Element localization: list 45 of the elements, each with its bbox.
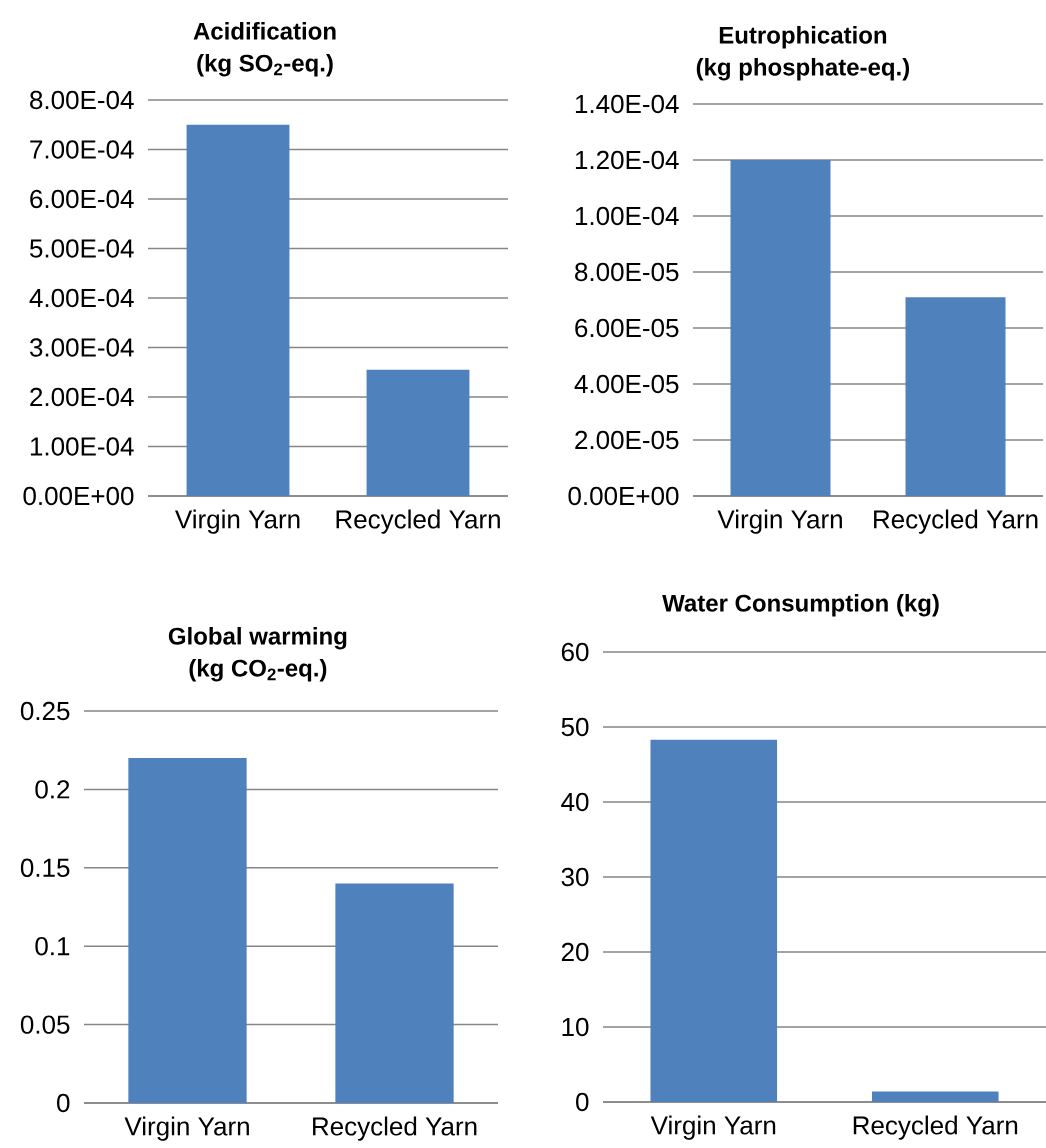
chart-subtitle: (kg SO$_{2}$-eq.) [197,54,333,77]
y-tick-label: 20 [561,942,589,962]
chart-title: Acidification [193,22,336,40]
y-tick-label: 8.00E-05 [575,262,679,282]
y-tick-label: 6.00E-05 [575,318,679,338]
x-tick-label: Virgin Yarn [124,1116,249,1141]
y-tick-label: 0.1 [35,936,70,956]
chart-subtitle: (kg phosphate-eq.) [696,58,910,81]
y-tick-label: 0.25 [20,701,70,721]
y-tick-label: 1.00E-04 [30,437,134,456]
y-tick-label: 1.20E-04 [575,150,679,170]
x-tick-label: Virgin Yarn [175,509,300,534]
chart-subtitle: (kg CO$_{2}$-eq.) [189,659,327,682]
y-tick-label: 60 [561,642,589,662]
y-tick-label: 0 [57,1093,70,1113]
chart-title: Global warming [168,627,347,650]
y-tick-label: 2.00E-05 [575,430,679,450]
y-tick-label: 1.40E-04 [575,94,679,114]
y-tick-label: 0.2 [35,780,70,799]
y-tick-label: 0.00E+00 [23,486,134,506]
y-tick-label: 7.00E-04 [30,140,134,159]
y-tick-label: 2.00E-04 [30,387,134,407]
y-tick-label: 4.00E-04 [29,288,134,308]
x-tick-label: Recycled Yarn [853,1115,1018,1140]
x-tick-label: Virgin Yarn [717,509,842,534]
y-tick-label: 50 [561,717,589,737]
y-tick-label: 40 [561,792,589,812]
y-tick-label: 10 [562,1017,589,1037]
y-tick-label: 8.00E-04 [30,90,134,110]
y-tick-label: 5.00E-04 [30,239,134,258]
chart-title: Eutrophication [719,26,887,49]
x-tick-label: Recycled Yarn [336,509,500,534]
y-tick-label: 30 [561,867,589,887]
y-tick-label: 0.05 [20,1015,70,1034]
y-tick-label: 6.00E-04 [30,189,134,209]
y-tick-label: 1.00E-04 [575,206,679,226]
y-tick-label: 0.15 [20,858,70,877]
chart-title: Water Consumption (kg) [662,594,939,617]
y-tick-label: 3.00E-04 [29,338,134,357]
y-tick-label: 0 [576,1092,589,1112]
y-tick-label: 0.00E+00 [568,486,679,506]
x-tick-label: Virgin Yarn [650,1115,776,1140]
x-tick-label: Recycled Yarn [313,1116,477,1141]
y-tick-label: 4.00E-05 [574,374,679,394]
x-tick-label: Recycled Yarn [874,509,1038,534]
